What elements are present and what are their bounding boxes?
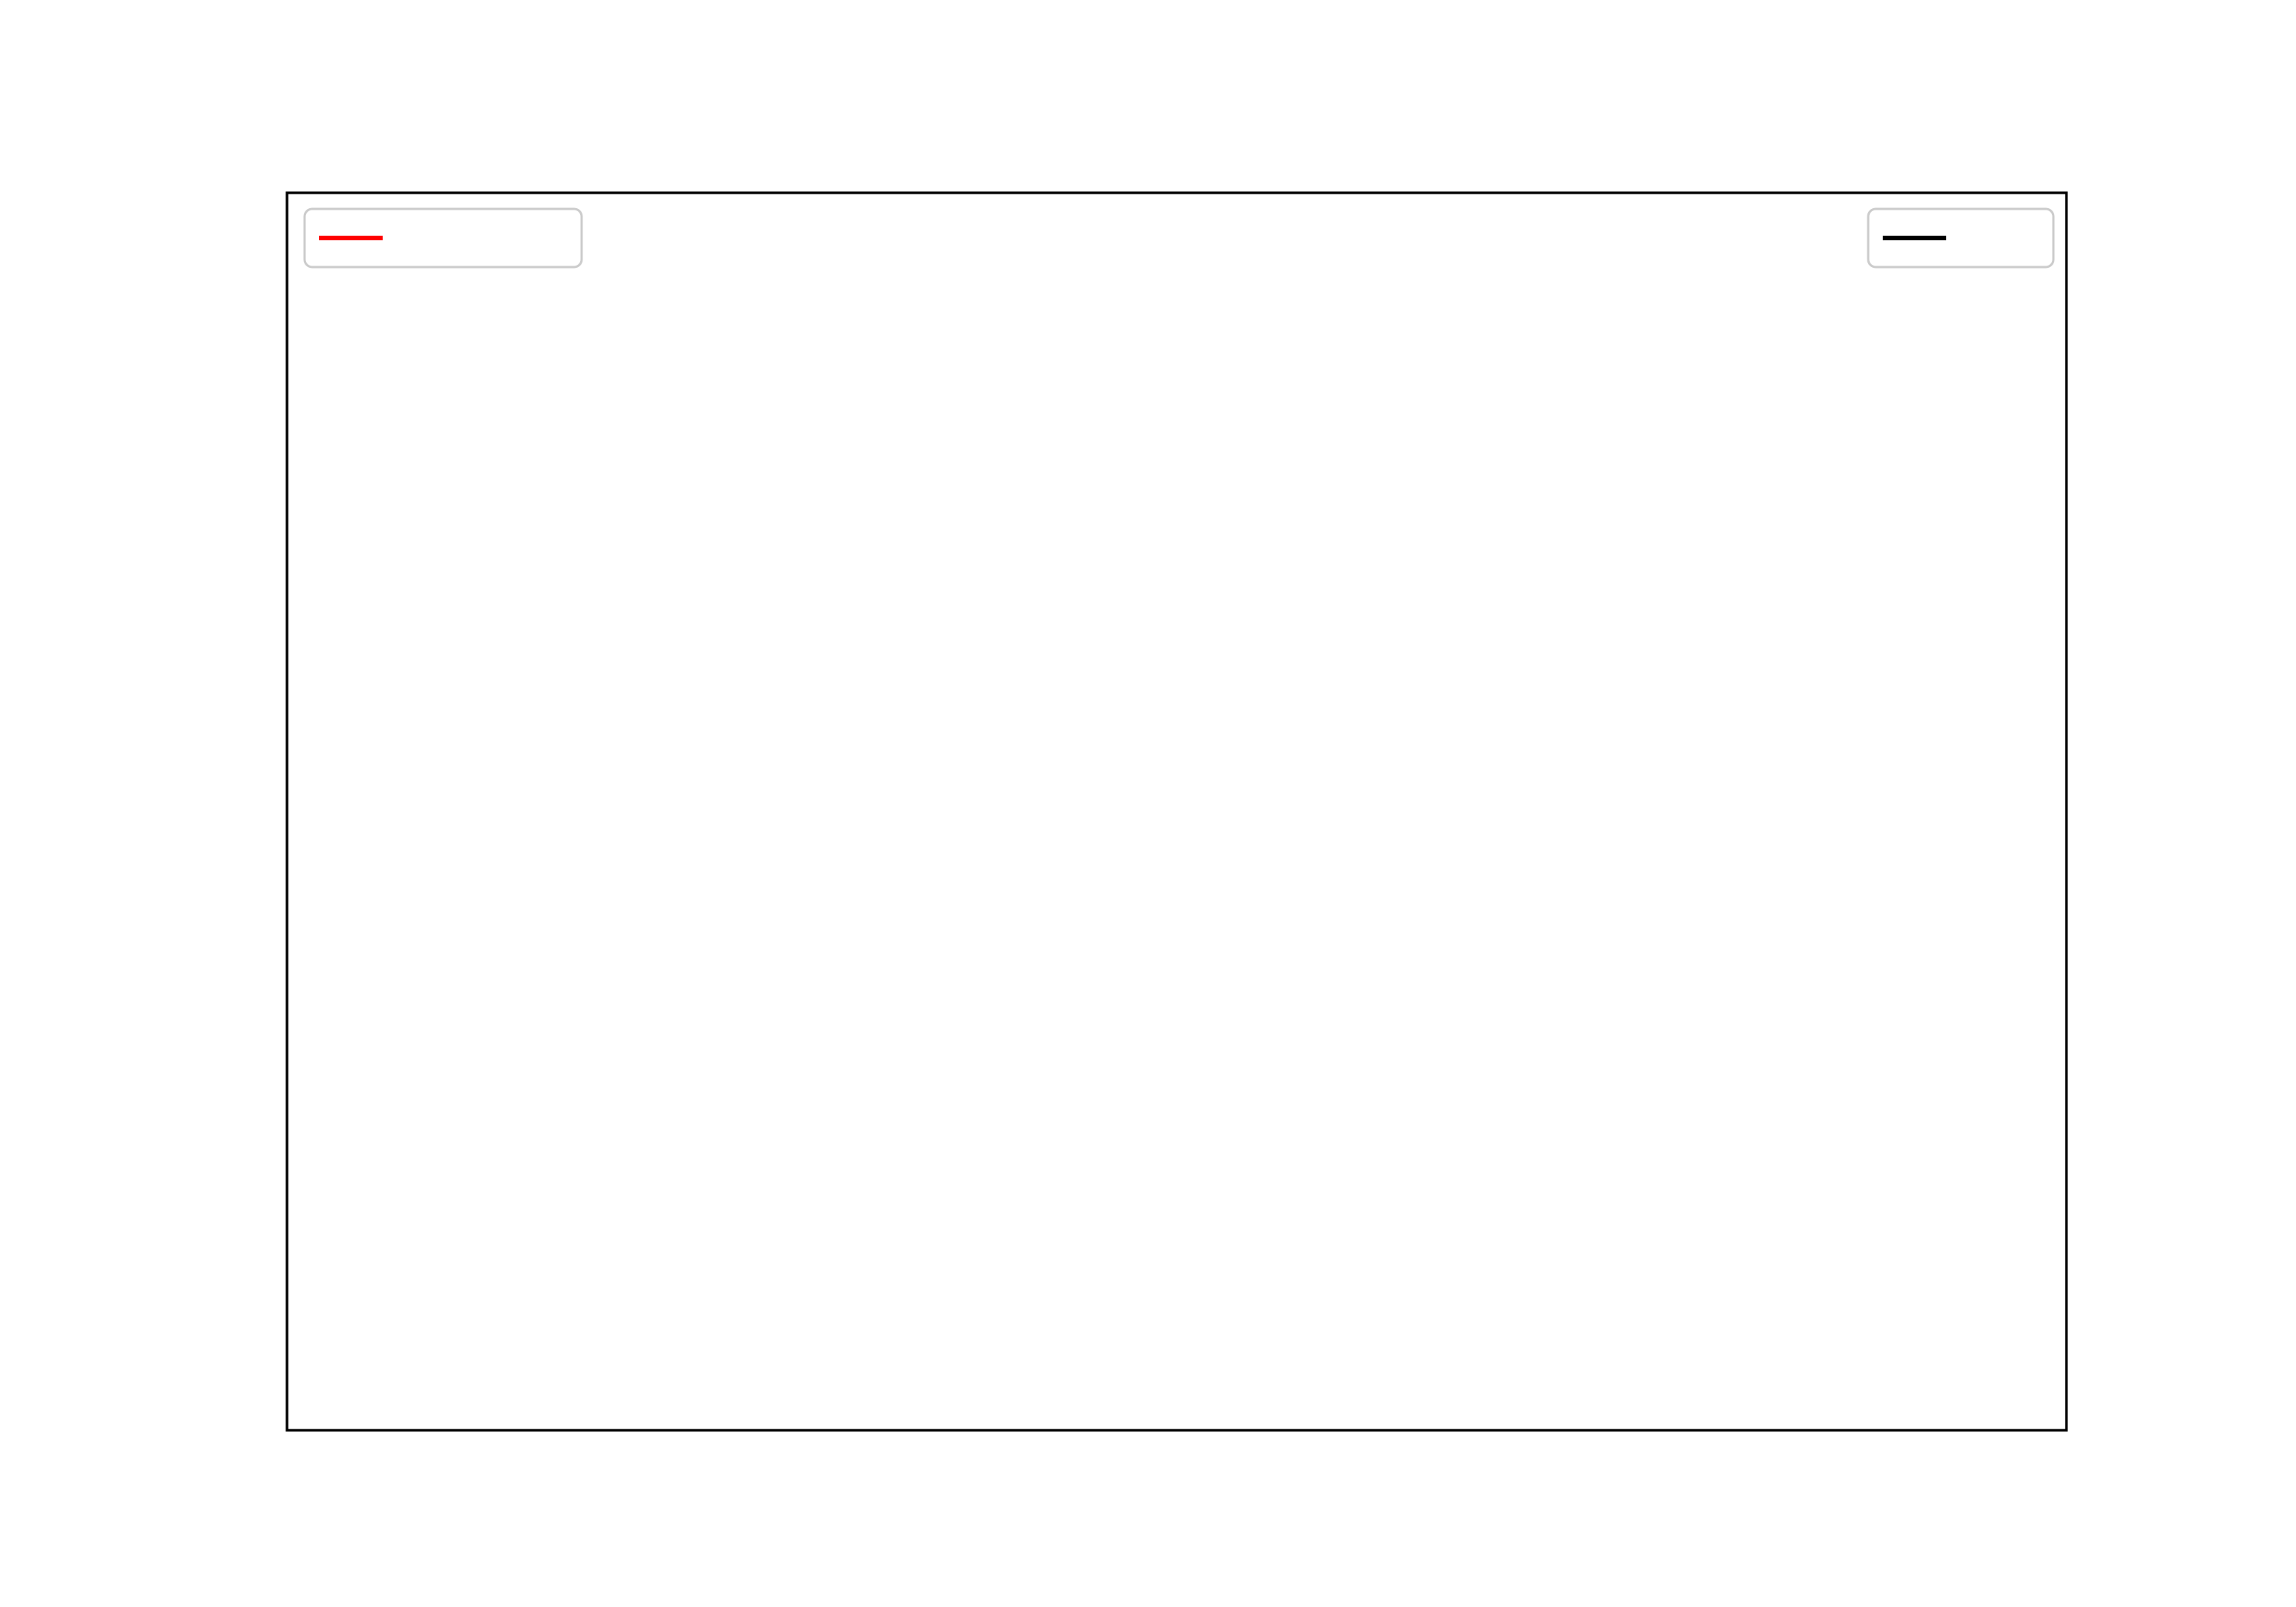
axes-spines: [285, 191, 2068, 1432]
legend-flux-box: [1867, 207, 2055, 269]
legend-flux-error: [303, 207, 583, 269]
legend-flux: [1867, 207, 2055, 269]
legend-flux-error-box: [303, 207, 583, 269]
